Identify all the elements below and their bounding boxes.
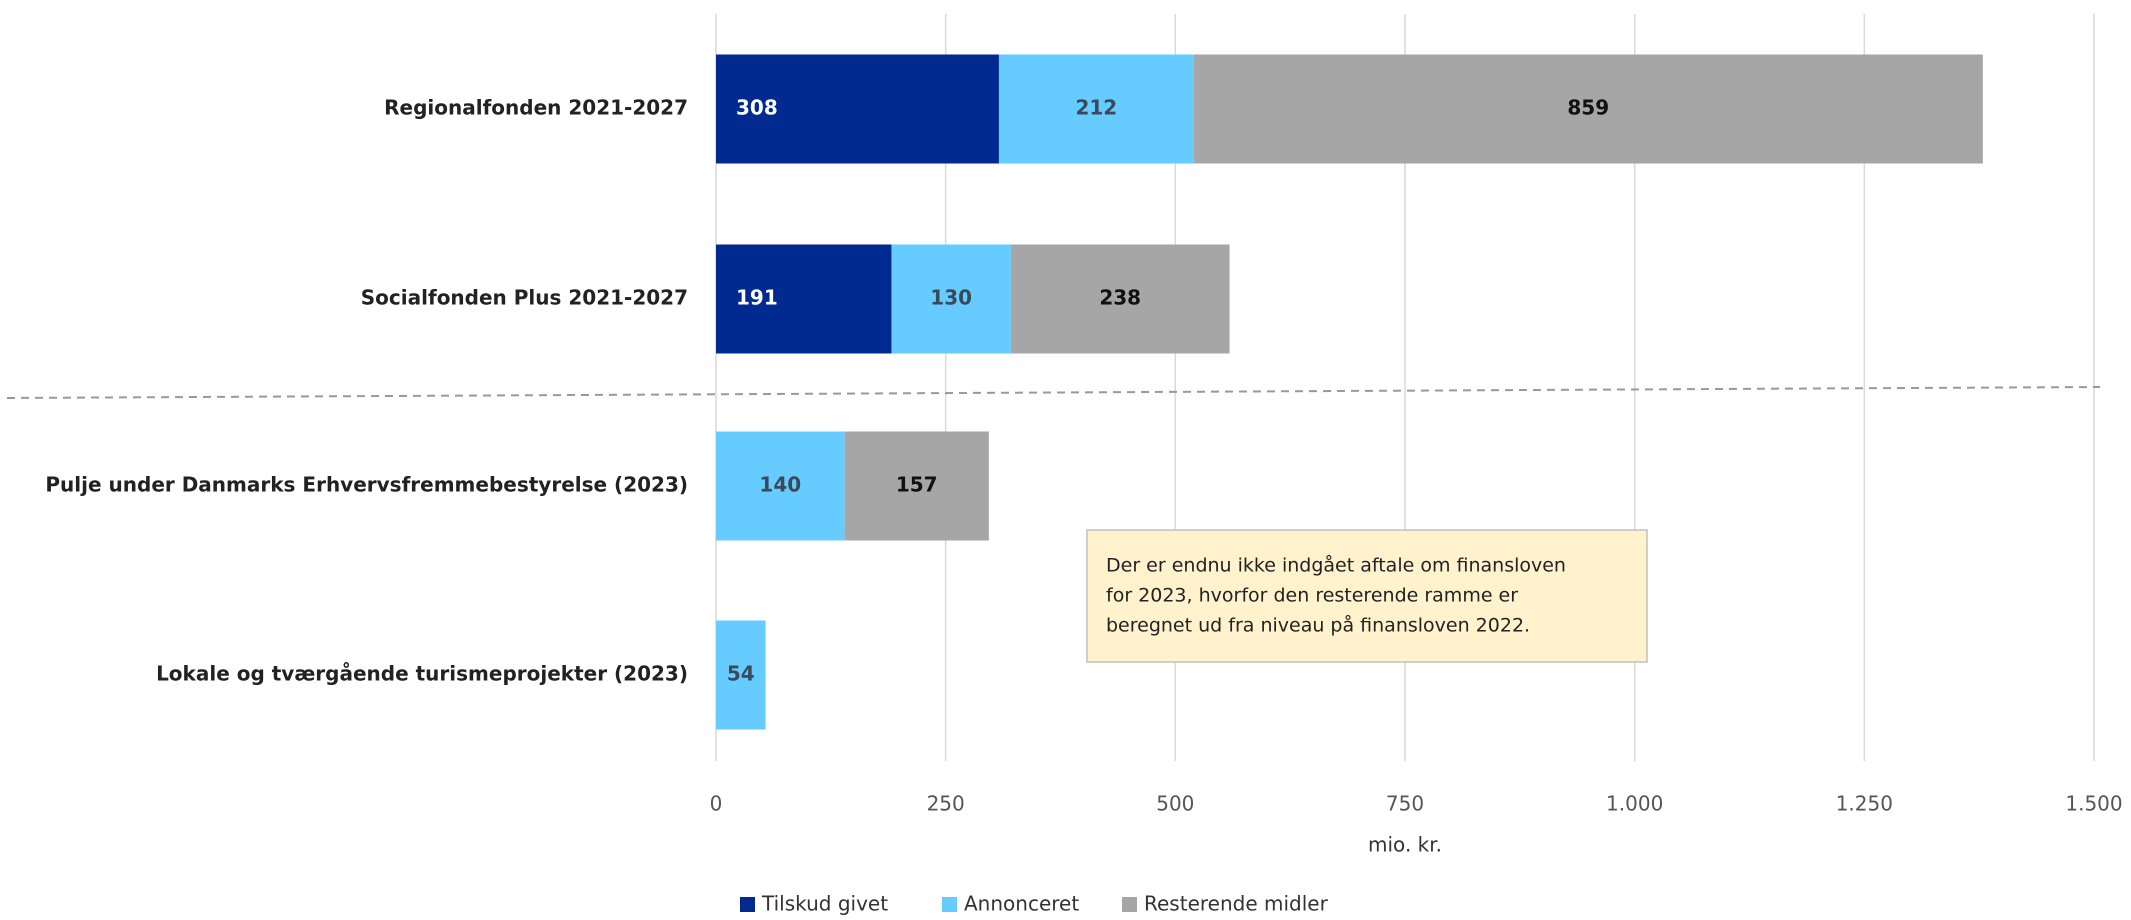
bar-segment [716, 54, 999, 164]
category-label: Lokale og tværgående turismeprojekter (2… [156, 662, 688, 686]
separator [6, 386, 2101, 399]
x-tick-label: 500 [1156, 792, 1194, 816]
x-tick-label: 250 [927, 792, 965, 816]
x-axis-label: mio. kr. [1368, 833, 1442, 857]
legend-swatch [740, 897, 755, 912]
bar-segment [891, 244, 1011, 354]
x-tick-label: 0 [710, 792, 723, 816]
bar-segment [844, 431, 989, 541]
x-tick-label: 1.500 [2065, 792, 2122, 816]
bar-segment [716, 244, 892, 354]
legend-label: Annonceret [964, 892, 1079, 916]
annotation-text: beregnet ud fra niveau på finansloven 20… [1106, 614, 1530, 637]
value-label: 308 [736, 96, 778, 120]
annotation-text: Der er endnu ikke indgået aftale om fina… [1106, 554, 1566, 577]
annotation-box [1086, 529, 1648, 663]
legend-label: Resterende midler [1144, 892, 1329, 916]
category-label: Pulje under Danmarks Erhvervsfremmebesty… [45, 473, 688, 497]
bar-segment [998, 54, 1194, 164]
category-label: Regionalfonden 2021-2027 [384, 96, 688, 120]
value-label: 54 [727, 662, 755, 686]
value-label: 191 [736, 286, 778, 310]
value-label: 212 [1075, 96, 1117, 120]
value-label: 140 [759, 473, 801, 497]
bar-segment [716, 431, 845, 541]
bar-segment [1010, 244, 1230, 354]
legend-label: Tilskud givet [761, 892, 888, 916]
x-tick-label: 1.250 [1836, 792, 1893, 816]
annotation-text: for 2023, hvorfor den resterende ramme e… [1106, 585, 1518, 607]
value-label: 859 [1567, 96, 1609, 120]
bar-segment [1193, 54, 1983, 164]
value-label: 238 [1099, 286, 1141, 310]
legend-swatch [1122, 897, 1137, 912]
x-tick-label: 750 [1386, 792, 1424, 816]
x-tick-label: 1.000 [1606, 792, 1663, 816]
category-label: Socialfonden Plus 2021-2027 [361, 286, 688, 310]
value-label: 130 [930, 286, 972, 310]
value-label: 157 [896, 473, 938, 497]
legend-swatch [942, 897, 957, 912]
bar-segment [716, 620, 766, 730]
